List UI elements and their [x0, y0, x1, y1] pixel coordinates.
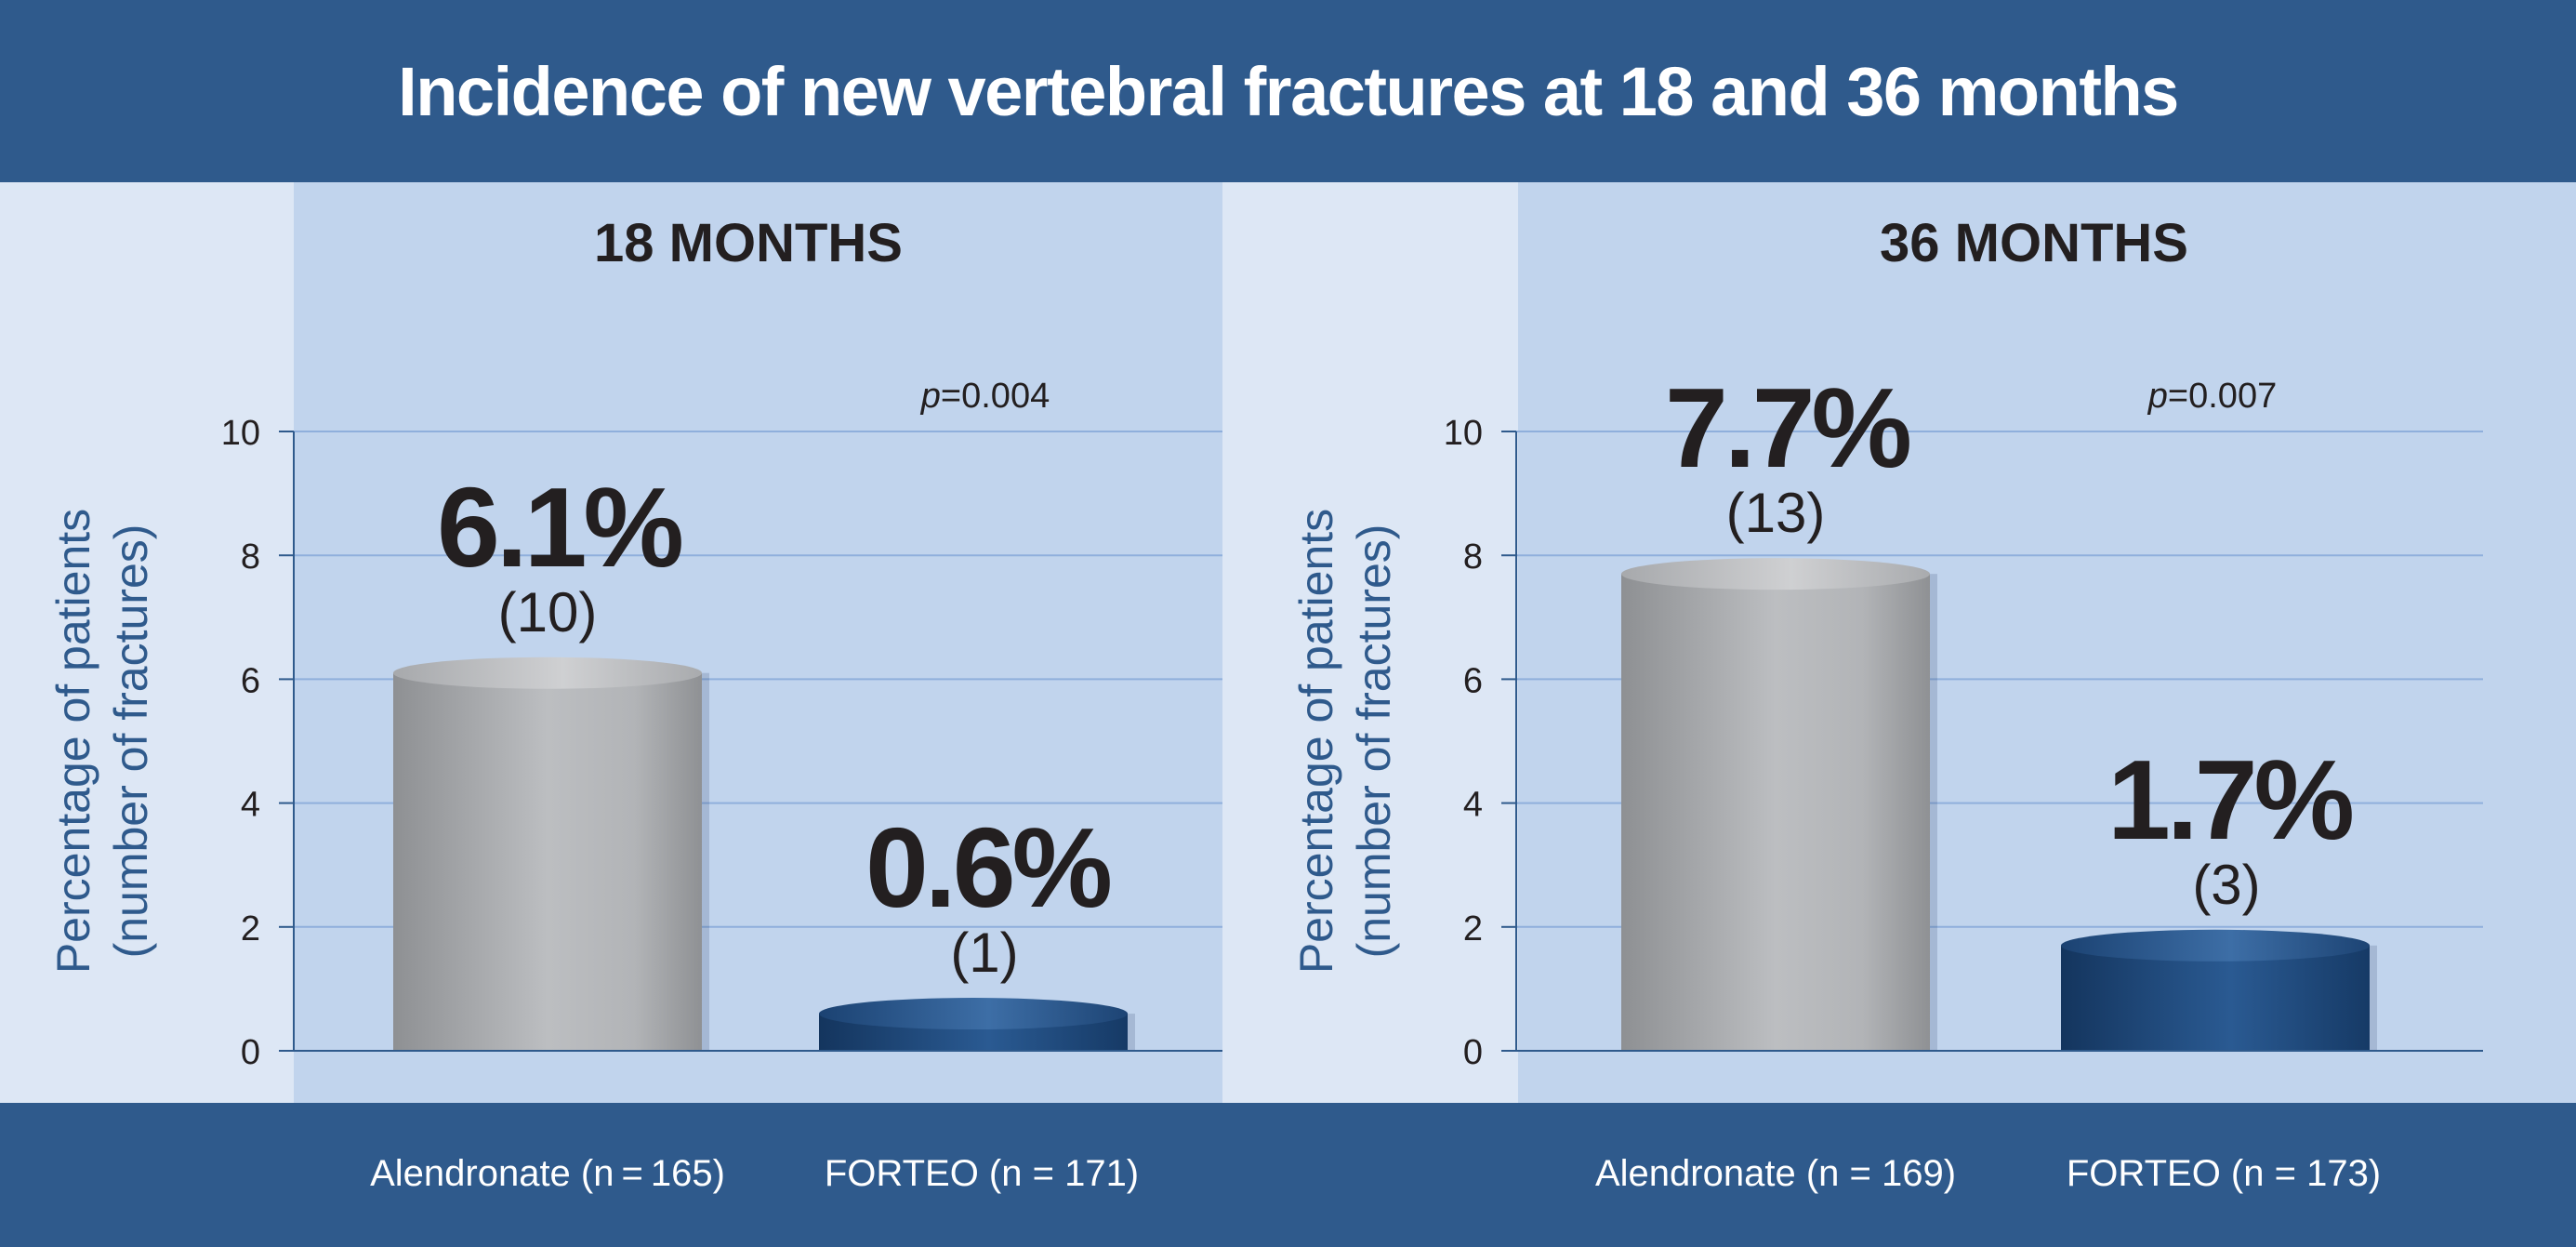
- bar-forteo: [819, 998, 1135, 1051]
- y-tick-label: 0: [1463, 1033, 1483, 1072]
- y-tick-label: 2: [1463, 909, 1483, 949]
- value-label: 6.1%: [436, 463, 684, 590]
- panel-title: 18 MONTHS: [594, 213, 903, 273]
- y-axis-label-line: (number of fractures): [1348, 524, 1400, 959]
- y-tick-label: 8: [241, 537, 260, 577]
- value-label: 1.7%: [2107, 736, 2355, 863]
- y-tick-label: 10: [221, 414, 260, 453]
- value-label: 7.7%: [1664, 365, 1912, 492]
- bar-top: [393, 657, 702, 689]
- y-axis-label: Percentage of patients (number of fractur…: [45, 444, 160, 1039]
- y-tick-label: 8: [1463, 537, 1483, 577]
- category-label: Alendronate (n = 169): [1594, 1153, 1957, 1194]
- y-tick-label: 4: [241, 786, 260, 825]
- title-banner: [0, 0, 2576, 182]
- category-label: FORTEO (n = 173): [2066, 1153, 2382, 1194]
- y-tick-label: 6: [241, 661, 260, 700]
- value-label: 0.6%: [865, 804, 1113, 932]
- y-tick-label: 0: [241, 1033, 260, 1072]
- p-value-annotation: p=0.007: [2148, 377, 2277, 417]
- chart-title: Incidence of new vertebral fractures at …: [398, 52, 2179, 130]
- bar-body: [1621, 574, 1930, 1051]
- bar-top: [1621, 558, 1930, 590]
- p-value: =0.007: [2167, 377, 2278, 416]
- panel-title: 36 MONTHS: [1880, 213, 2188, 273]
- bar-body: [393, 672, 702, 1051]
- y-tick-label: 10: [1444, 414, 1483, 453]
- count-label: (3): [2192, 853, 2261, 916]
- category-label: Alendronate (n = 165): [370, 1153, 725, 1194]
- p-value-annotation: p=0.004: [921, 377, 1050, 417]
- count-label: (1): [950, 922, 1019, 985]
- y-tick-label: 4: [1463, 786, 1483, 825]
- p-symbol: p: [2147, 377, 2168, 416]
- y-axis-label-line: Percentage of patients: [47, 508, 99, 975]
- bar-alendronate: [393, 657, 709, 1051]
- category-band: [0, 1103, 2576, 1247]
- y-tick-label: 6: [1463, 661, 1483, 700]
- bar-body: [2061, 945, 2370, 1051]
- category-label: FORTEO (n = 171): [824, 1153, 1140, 1194]
- p-value: =0.004: [940, 377, 1050, 416]
- bar-alendronate: [1621, 558, 1937, 1051]
- y-axis-label: Percentage of patients (number of fractur…: [1288, 444, 1403, 1039]
- y-axis-label-line: (number of fractures): [105, 524, 157, 959]
- y-axis-label-line: Percentage of patients: [1290, 508, 1342, 975]
- bar-top: [2061, 929, 2370, 962]
- y-tick-label: 2: [241, 909, 260, 949]
- bar-forteo: [2061, 929, 2377, 1051]
- count-label: (13): [1725, 482, 1826, 545]
- p-symbol: p: [920, 377, 941, 416]
- bar-top: [819, 998, 1128, 1030]
- count-label: (10): [497, 580, 598, 643]
